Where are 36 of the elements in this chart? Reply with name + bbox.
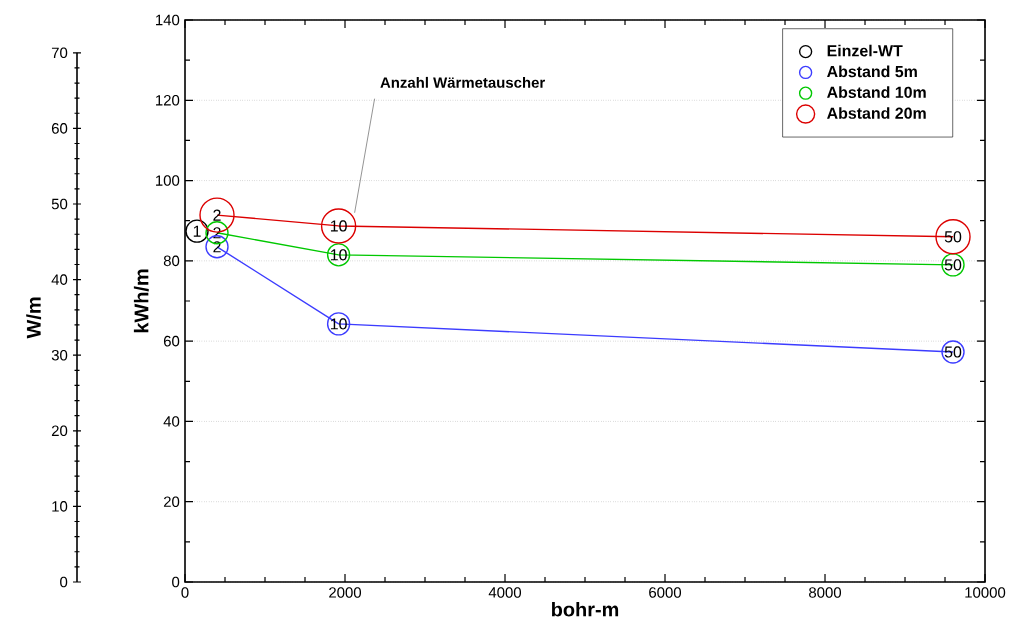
y-tick-label: 40 <box>163 416 180 427</box>
y2-tick-label: 20 <box>51 425 68 437</box>
x-tick-label: 4000 <box>488 587 522 598</box>
annotation: 50 <box>944 231 962 243</box>
y-tick-label: 60 <box>163 335 180 347</box>
y2-tick-label: 0 <box>60 576 68 588</box>
y-tick-label: 0 <box>172 576 180 588</box>
legend-label: Einzel-WT <box>827 44 903 57</box>
y-tick-label: 80 <box>163 255 180 267</box>
annotation: 50 <box>944 259 962 271</box>
y2-tick-label: 10 <box>52 501 68 512</box>
legend-label: Abstand 10m <box>827 86 926 98</box>
x-tick-label: 8000 <box>809 587 842 598</box>
x-tick-label: 10000 <box>965 587 1006 598</box>
y2-tick-label: 30 <box>51 349 68 361</box>
y-tick-label: 100 <box>156 175 180 186</box>
y-tick-label: 20 <box>163 496 180 507</box>
y2-axis-title: W/m <box>26 297 42 339</box>
annotation: 1 <box>193 225 201 237</box>
annotation: Anzahl Wärmetauscher <box>380 76 545 88</box>
y-tick-label: 140 <box>156 14 180 26</box>
y2-tick-label: 60 <box>51 123 68 134</box>
annotation: 50 <box>944 346 962 358</box>
legend-label: Abstand 5m <box>827 65 917 78</box>
y2-tick-label: 70 <box>51 47 68 59</box>
y2-tick-label: 50 <box>51 198 68 210</box>
x-axis-title: bohr-m <box>552 601 619 617</box>
y-axis-title: kWh/m <box>133 269 149 333</box>
legend-label: Abstand 20m <box>827 107 926 119</box>
y2-tick-label: 40 <box>51 274 68 285</box>
x-tick-label: 6000 <box>649 587 682 598</box>
annotation: 10 <box>330 318 347 330</box>
annotation: 2 <box>213 209 221 221</box>
x-tick-label: 0 <box>181 587 189 598</box>
x-tick-label: 2000 <box>329 587 362 598</box>
y-tick-label: 120 <box>156 94 180 106</box>
